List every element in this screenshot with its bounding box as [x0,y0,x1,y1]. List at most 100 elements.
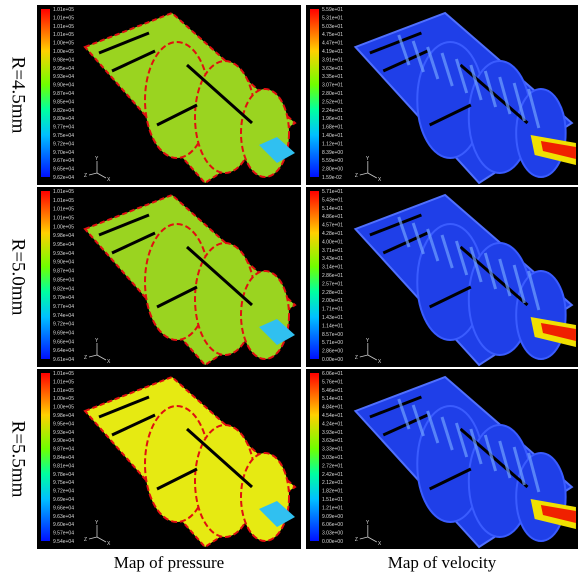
colorbar-label: 9.90e+04 [53,260,74,266]
flow-streak [440,234,454,269]
disc [515,452,567,542]
axis-label: X [107,541,111,547]
colorbar-label: 2.42e+01 [322,472,343,478]
colorbar-label: 1.00e+05 [53,405,74,411]
colorbar-label: 5.31e+01 [322,15,343,21]
slot [98,395,150,419]
colorbar-label: 6.06e+00 [322,522,343,528]
colorbar [41,9,50,177]
slot [156,103,198,127]
colorbar-label: 1.00e+05 [53,49,74,55]
slot [186,427,253,489]
colorbar-label: 9.78e+04 [53,472,74,478]
slot [111,231,156,255]
colorbar-label: 1.00e+05 [53,224,74,230]
axis-label: X [107,177,111,183]
colorbar-label: 1.82e+01 [322,489,343,495]
colorbar-label: 3.91e+01 [322,57,343,63]
flow-streak [440,416,454,451]
column-label: Map of velocity [387,553,497,572]
colorbar-label: 0.00e+00 [322,357,343,363]
axis-label: Y [95,338,99,344]
colorbar-label: 1.00e+05 [53,41,74,47]
axis-line [96,536,107,543]
colorbar-label: 9.80e+04 [53,116,74,122]
axis-label: Z [355,355,358,361]
colorbar-label: 4.86e+01 [322,214,343,220]
axis-label: X [378,359,382,365]
low-pressure-zone [259,137,295,163]
flow-streak [454,240,469,276]
contour-panel: 1.01e+05 1.01e+05 1.01e+05 1.01e+05 1.00e+05… [37,5,301,185]
axis-line [359,172,368,176]
axis-label: Z [84,355,87,361]
slot [111,413,156,437]
colorbar-label: 4.57e+01 [322,223,343,229]
axis-label: Z [84,173,87,179]
colorbar-label: 1.14e+01 [322,323,343,329]
colorbar-label: 9.98e+04 [53,413,74,419]
colorbar-label: 3.03e+01 [322,455,343,461]
slot [382,49,429,73]
flow-streak [527,452,541,493]
colorbar-label: 9.54e+04 [53,539,74,545]
low-pressure-zone [259,501,295,527]
colorbar-label: 9.95e+04 [53,242,74,248]
colorbar-label: 2.80e+01 [322,91,343,97]
colorbar-label: 9.63e+04 [53,514,74,520]
colorbar-label: 4.28e+01 [322,231,343,237]
row-label-text: R=5.5mm [7,420,29,498]
low-pressure-zone [259,319,295,345]
colorbar-label: 4.00e+01 [322,239,343,245]
flow-streak [512,264,526,304]
colorbar-label: 2.86e+00 [322,349,343,355]
row-label: R=4.5mm [0,5,34,185]
colorbar-label: 9.67e+04 [53,158,74,164]
column-label: Map of pressure [113,553,225,572]
slot [369,31,422,55]
colorbar-label: 9.82e+04 [53,286,74,292]
colorbar-label: 5.76e+01 [322,379,343,385]
colorbar-label: 1.00e+05 [53,396,74,402]
colorbar-label: 9.79e+04 [53,295,74,301]
slot [156,467,198,491]
colorbar [310,191,319,359]
axis-line [88,172,98,176]
colorbar-label: 4.19e+01 [322,49,343,55]
contour-panel: 6.06e+01 5.76e+01 5.46e+01 5.14e+01 4.84e+01… [306,369,578,549]
colorbar-label: 1.21e+01 [322,505,343,511]
colorbar-label: 5.71e+00 [322,340,343,346]
colorbar-label: 1.01e+05 [53,388,74,394]
colorbar-label: 1.01e+05 [53,379,74,385]
row-label: R=5.5mm [0,369,34,549]
slot [156,285,198,309]
slot [382,231,429,255]
slot [111,49,156,73]
slot [186,245,253,307]
colorbar-label: 4.84e+01 [322,405,343,411]
axis-label: Y [95,520,99,526]
flow-streak [426,46,440,80]
colorbar-label: 9.75e+04 [53,133,74,139]
axis-line [367,536,378,543]
colorbar-label: 9.69e+04 [53,330,74,336]
disc [240,88,290,178]
flow-streak [512,446,526,486]
colorbar-label: 1.40e+01 [322,133,343,139]
axis-line [88,354,98,358]
colorbar-label: 9.72e+04 [53,489,74,495]
axis-label: Z [84,537,87,543]
colorbar-label: 1.68e+01 [322,125,343,131]
colorbar-label: 3.03e+00 [322,531,343,537]
colorbar-label: 9.95e+04 [53,66,74,72]
colorbar-label: 9.98e+04 [53,233,74,239]
colorbar-label: 3.63e+01 [322,66,343,72]
colorbar-label: 4.47e+01 [322,41,343,47]
contour-panel: 5.59e+01 5.31e+01 5.03e+01 4.75e+01 4.47e+01… [306,5,578,185]
flow-streak [527,88,541,129]
colorbar-label: 2.28e+01 [322,290,343,296]
slot [382,413,429,437]
flow-streak [426,228,440,262]
slot [459,427,529,489]
colorbar [310,373,319,541]
